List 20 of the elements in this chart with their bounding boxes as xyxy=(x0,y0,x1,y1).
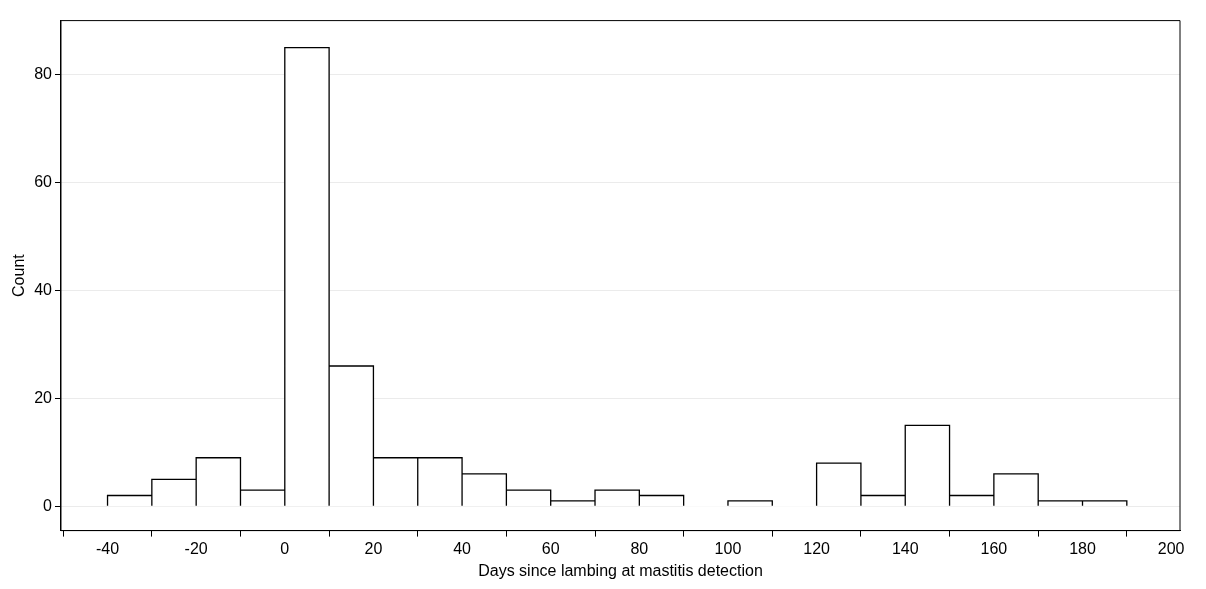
x-tick-label: 60 xyxy=(541,539,560,557)
x-tick-label: 100 xyxy=(714,539,742,557)
x-tick-label: 160 xyxy=(980,539,1008,557)
y-axis-title: Count xyxy=(10,253,28,297)
x-tick-label: -20 xyxy=(184,539,208,557)
x-tick-label: 140 xyxy=(891,539,919,557)
y-tick-label: 80 xyxy=(34,64,53,82)
x-tick-label: 20 xyxy=(364,539,383,557)
x-tick-label: 0 xyxy=(280,539,290,557)
x-tick-label: 40 xyxy=(453,539,472,557)
y-tick-label: 40 xyxy=(34,280,53,298)
x-tick-label: -40 xyxy=(95,539,120,557)
y-tick-label: 20 xyxy=(34,388,53,406)
y-tick-label: 60 xyxy=(34,172,53,190)
x-tick-label: 200 xyxy=(1157,539,1185,557)
x-tick-label: 120 xyxy=(803,539,831,557)
y-tick-label: 0 xyxy=(43,496,53,514)
x-tick-label: 80 xyxy=(630,539,649,557)
x-axis-title: Days since lambing at mastitis detection xyxy=(478,561,763,579)
x-tick-label: 180 xyxy=(1069,539,1096,557)
